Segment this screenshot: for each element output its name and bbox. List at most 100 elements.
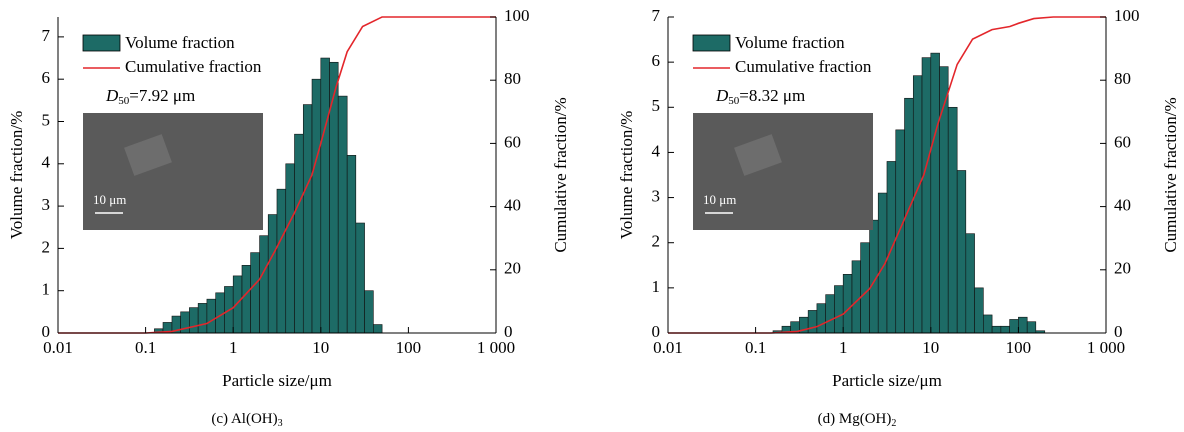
bar (364, 290, 374, 334)
bar (189, 307, 199, 334)
bar (921, 57, 932, 334)
y2-tick-label: 20 (504, 259, 521, 278)
legend-label: Cumulative fraction (125, 57, 262, 76)
bar (834, 285, 844, 334)
y-tick-label: 4 (652, 141, 661, 160)
bar (956, 170, 967, 334)
bar (232, 275, 243, 334)
caption-text: (c) Al(OH) (211, 411, 277, 427)
caption: (c) Al(OH)3 (211, 411, 282, 429)
y-tick-label: 3 (652, 186, 661, 205)
legend-label: Volume fraction (735, 33, 845, 52)
scale-bar-label: 10 μm (93, 192, 126, 207)
x-tick-label: 1 (839, 338, 848, 357)
bar (1026, 321, 1037, 334)
y-tick-label: 2 (652, 232, 661, 251)
y-tick-label: 0 (42, 322, 51, 341)
scale-bar-label: 10 μm (703, 192, 736, 207)
bar (346, 155, 357, 334)
bar (842, 274, 853, 334)
bar (311, 78, 322, 334)
y-tick-label: 2 (42, 237, 51, 256)
x-axis-label: Particle size/μm (832, 371, 942, 390)
y-tick-label: 5 (652, 96, 661, 115)
x-tick-label: 0.01 (43, 338, 73, 357)
y2-axis-label: Cumulative fraction/% (551, 97, 570, 252)
d50-symbol: D (105, 86, 119, 105)
y-tick-label: 4 (42, 153, 51, 172)
caption-subscript: 2 (891, 418, 896, 429)
bar (259, 235, 269, 334)
bar (965, 233, 975, 334)
x-tick-label: 10 (312, 338, 329, 357)
y-tick-label: 3 (42, 195, 51, 214)
d50-subscript: 50 (118, 95, 130, 107)
bar (302, 104, 313, 334)
caption-subscript: 3 (278, 418, 283, 429)
bar (947, 106, 958, 334)
bar (250, 252, 260, 334)
x-tick-label: 100 (396, 338, 422, 357)
bar (912, 75, 923, 334)
y2-tick-label: 0 (504, 322, 513, 341)
y-tick-label: 1 (652, 277, 661, 296)
sem-inset-texture (734, 134, 782, 176)
bar (1018, 316, 1028, 334)
y2-tick-label: 80 (1114, 69, 1131, 88)
y2-tick-label: 40 (1114, 196, 1131, 215)
bar (276, 188, 287, 334)
bar (1000, 325, 1010, 334)
sem-inset-texture (124, 134, 172, 176)
legend-swatch (82, 34, 121, 52)
sem-inset (693, 113, 873, 230)
y2-tick-label: 60 (504, 132, 521, 151)
bar (373, 324, 383, 334)
y-axis-label: Volume fraction/% (617, 111, 636, 240)
bar (294, 133, 304, 334)
bar (320, 57, 330, 334)
x-tick-label: 10 (922, 338, 939, 357)
y2-axis-label: Cumulative fraction/% (1161, 97, 1180, 252)
x-axis-label: Particle size/μm (222, 371, 332, 390)
sem-inset (83, 113, 263, 230)
x-tick-label: 0.01 (653, 338, 683, 357)
d50-value: =8.32 μm (739, 86, 805, 105)
x-tick-label: 1 000 (477, 338, 515, 357)
y-tick-label: 7 (652, 6, 661, 25)
bar (851, 260, 861, 334)
bar (983, 314, 993, 334)
panel: 0.01 0.1 1 10 100 1 00001234567020406080100Pa… (617, 6, 1180, 429)
d50-value: =7.92 μm (129, 86, 195, 105)
x-tick-label: 0.1 (745, 338, 766, 357)
legend-label: Cumulative fraction (735, 57, 872, 76)
y-tick-label: 0 (652, 322, 661, 341)
legend-label: Volume fraction (125, 33, 235, 52)
bar (267, 214, 278, 334)
bar (1009, 319, 1019, 334)
bar (816, 303, 826, 334)
x-tick-label: 1 000 (1087, 338, 1125, 357)
x-tick-label: 1 (229, 338, 238, 357)
y2-tick-label: 0 (1114, 322, 1123, 341)
cumulative-line (58, 16, 496, 334)
d50-subscript: 50 (728, 95, 740, 107)
y-tick-label: 7 (42, 26, 51, 45)
x-tick-label: 100 (1006, 338, 1032, 357)
y2-tick-label: 100 (1114, 6, 1140, 25)
bar (285, 163, 295, 334)
bar (807, 310, 818, 334)
y2-tick-label: 40 (504, 196, 521, 215)
cumulative-line (668, 16, 1106, 334)
legend-swatch (692, 34, 731, 52)
bar (860, 242, 870, 334)
y2-tick-label: 20 (1114, 259, 1131, 278)
panel: 0.01 0.1 1 10 100 1 00001234567020406080100Pa… (7, 6, 570, 429)
bar (895, 129, 905, 334)
bar (355, 222, 365, 334)
caption: (d) Mg(OH)2 (818, 411, 897, 429)
bar (337, 95, 348, 334)
y-tick-label: 5 (42, 110, 51, 129)
y2-tick-label: 100 (504, 6, 530, 25)
bar (974, 287, 984, 334)
